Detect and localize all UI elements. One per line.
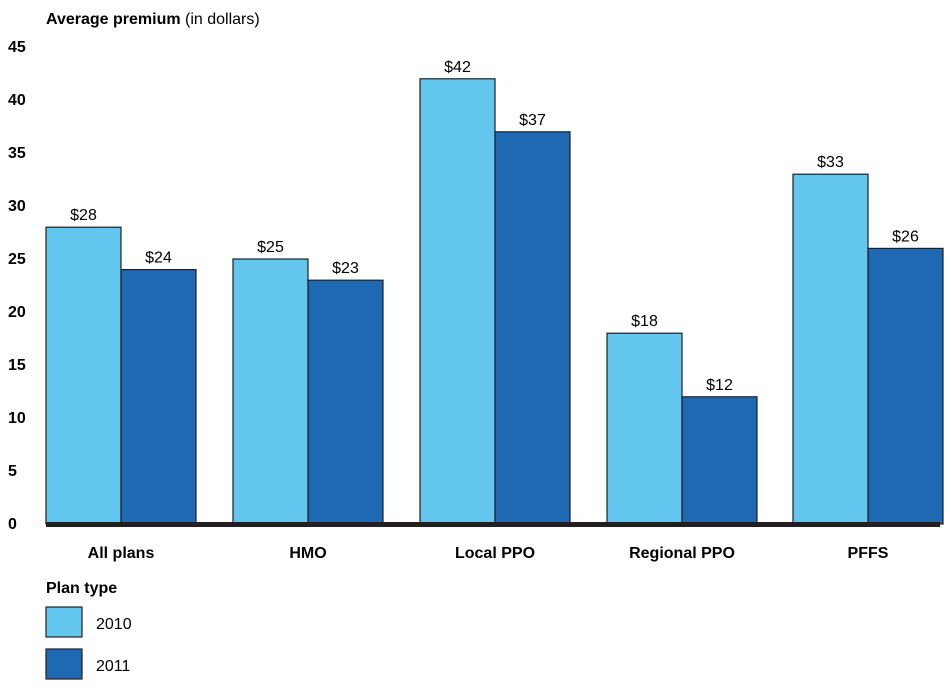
- bars-group: [45, 78, 944, 525]
- y-tick-label: 20: [8, 304, 26, 321]
- x-axis-ticks: All plans HMO Local PPO Regional PPO PFFS: [88, 545, 889, 562]
- bar-2011-regional-ppo: [681, 396, 758, 525]
- bar-value-label: $37: [519, 112, 546, 129]
- bar-value-label: $23: [332, 260, 359, 277]
- bar-2011-hmo: [307, 279, 384, 525]
- bar-2011-pffs: [867, 247, 944, 525]
- bar-labels-group: $28 $24 $25 $23 $42 $37 $18 $12 $33 $26: [70, 59, 919, 394]
- y-tick-label: 5: [8, 463, 17, 480]
- bar-value-label: $42: [444, 59, 471, 76]
- y-tick-label: 25: [8, 251, 26, 268]
- x-axis-title: Plan type: [46, 580, 117, 597]
- bar-value-label: $25: [257, 239, 284, 256]
- bar-value-label: $24: [145, 250, 172, 267]
- y-tick-label: 40: [8, 92, 26, 109]
- x-axis-baseline: [46, 522, 940, 527]
- y-tick-label: 30: [8, 198, 26, 215]
- bar-2010-pffs: [792, 173, 869, 525]
- legend-swatch-2010: [45, 606, 83, 638]
- y-tick-label: 45: [8, 39, 26, 56]
- y-tick-label: 35: [8, 145, 26, 162]
- bar-2010-regional-ppo: [606, 332, 683, 525]
- bar-2010-all-plans: [45, 226, 122, 525]
- y-axis-ticks: 0 5 10 15 20 25 30 35 40 45: [8, 39, 26, 533]
- bar-2011-local-ppo: [494, 131, 571, 525]
- bar-2011-all-plans: [120, 269, 197, 525]
- y-tick-label: 0: [8, 516, 17, 533]
- bar-2010-hmo: [232, 258, 309, 525]
- bar-value-label: $12: [706, 377, 733, 394]
- legend-swatch-2011: [45, 648, 83, 680]
- y-tick-label: 15: [8, 357, 26, 374]
- legend-label-2011: 2011: [96, 658, 131, 675]
- bar-value-label: $28: [70, 207, 97, 224]
- y-axis-title: Average premium (in dollars): [46, 11, 260, 28]
- x-tick-label: HMO: [289, 545, 326, 562]
- legend-label-2010: 2010: [96, 616, 132, 633]
- bar-2010-local-ppo: [419, 78, 496, 525]
- y-axis-title-rest: (in dollars): [181, 11, 260, 28]
- bar-value-label: $33: [817, 154, 844, 171]
- bar-value-label: $18: [631, 313, 658, 330]
- y-axis-title-bold: Average premium: [46, 11, 181, 28]
- y-tick-label: 10: [8, 410, 26, 427]
- legend: 2010 2011: [45, 606, 132, 680]
- x-tick-label: PFFS: [848, 545, 889, 562]
- x-tick-label: Regional PPO: [629, 545, 735, 562]
- x-tick-label: All plans: [88, 545, 155, 562]
- x-tick-label: Local PPO: [455, 545, 535, 562]
- bar-value-label: $26: [892, 228, 919, 245]
